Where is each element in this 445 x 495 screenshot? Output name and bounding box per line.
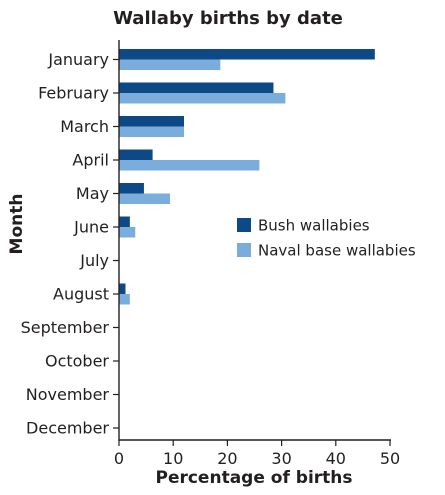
y-tick-label-july: July (79, 251, 109, 270)
x-tick-label-0: 0 (114, 449, 124, 468)
y-tick-label-february: February (38, 84, 109, 103)
y-tick-label-january: January (47, 50, 109, 69)
bar-january-series-1 (119, 49, 375, 60)
axes-layer: January February March April May June July Augu… (21, 40, 400, 468)
y-tick-label-april: April (72, 151, 109, 170)
bar-march-series-2 (119, 126, 185, 137)
bar-august-series-1 (119, 283, 126, 294)
bar-january-series-2 (119, 59, 221, 70)
bar-april-series-1 (119, 149, 153, 160)
bars-layer (119, 49, 375, 305)
bar-february-series-1 (119, 82, 274, 93)
y-tick-label-october: October (45, 352, 109, 371)
legend: Bush wallabies Naval base wallabies (237, 217, 416, 260)
y-tick-label-march: March (60, 117, 109, 136)
legend-swatch-1 (237, 218, 251, 232)
legend-label-2: Naval base wallabies (258, 242, 416, 260)
x-tick-label-50: 50 (380, 449, 400, 468)
x-tick-label-20: 20 (217, 449, 237, 468)
y-tick-label-august: August (53, 285, 109, 304)
bar-may-series-2 (119, 193, 170, 204)
bar-february-series-2 (119, 93, 286, 104)
x-tick-label-10: 10 (163, 449, 183, 468)
legend-label-1: Bush wallabies (258, 217, 370, 235)
bar-june-series-1 (119, 216, 130, 227)
bar-may-series-1 (119, 183, 144, 194)
chart-title: Wallaby births by date (113, 8, 343, 29)
y-tick-label-september: September (21, 318, 110, 337)
bar-june-series-2 (119, 227, 136, 238)
x-tick-label-40: 40 (326, 449, 346, 468)
x-axis-title: Percentage of births (155, 468, 352, 488)
legend-swatch-2 (237, 243, 251, 257)
bar-april-series-2 (119, 160, 260, 171)
x-tick-label-30: 30 (271, 449, 291, 468)
bar-march-series-1 (119, 116, 185, 127)
y-tick-label-june: June (73, 218, 109, 237)
y-tick-label-may: May (76, 184, 109, 203)
y-axis-title: Month (7, 194, 27, 255)
y-tick-label-november: November (26, 385, 110, 404)
y-tick-label-december: December (26, 419, 109, 438)
bar-august-series-2 (119, 294, 130, 305)
